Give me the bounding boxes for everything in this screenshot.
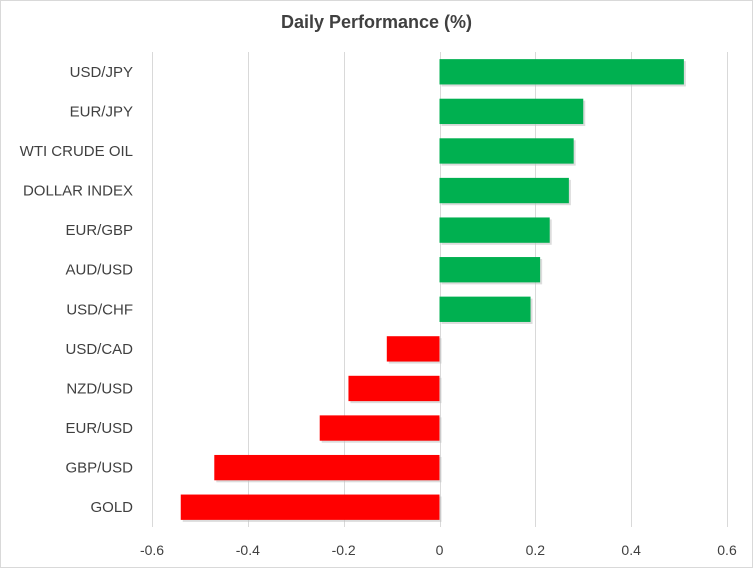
bars (180, 59, 686, 522)
category-label: EUR/USD (65, 420, 133, 437)
category-label: USD/CHF (66, 301, 133, 318)
x-tick-label: -0.6 (140, 542, 164, 558)
category-labels: USD/JPY EUR/JPY WTI CRUDE OIL DOLLAR INDEX E… (20, 64, 134, 516)
x-tick-label: 0 (436, 542, 444, 558)
category-label: AUD/USD (65, 262, 133, 279)
x-tick-label: 0.4 (621, 542, 641, 558)
bar (439, 296, 531, 322)
bar (180, 494, 440, 520)
bar (439, 59, 684, 85)
bar (439, 98, 584, 125)
category-label: GBP/USD (65, 460, 133, 477)
x-tick-label: 0.6 (717, 542, 737, 558)
x-tick-label: -0.2 (332, 542, 356, 558)
bar (439, 217, 550, 243)
bar (319, 415, 440, 441)
category-label: WTI CRUDE OIL (20, 143, 133, 160)
x-tick-label: 0.2 (526, 542, 546, 558)
bar (214, 454, 440, 481)
category-label: USD/CAD (65, 341, 133, 358)
bar (439, 138, 574, 164)
bar (348, 375, 440, 402)
category-label: NZD/USD (66, 380, 133, 397)
category-label: EUR/GBP (65, 222, 133, 239)
chart-title: Daily Performance (%) (280, 12, 473, 32)
category-label: GOLD (90, 499, 133, 516)
bar (439, 177, 569, 204)
bar (386, 336, 440, 362)
x-tick-labels: -0.6 -0.4 -0.2 0 0.2 0.4 0.6 (140, 542, 737, 558)
category-label: EUR/JPY (70, 103, 133, 120)
category-label: USD/JPY (70, 64, 133, 81)
category-label: DOLLAR INDEX (23, 183, 133, 200)
gridlines (152, 52, 728, 527)
x-tick-label: -0.4 (236, 542, 260, 558)
bar (439, 257, 541, 283)
